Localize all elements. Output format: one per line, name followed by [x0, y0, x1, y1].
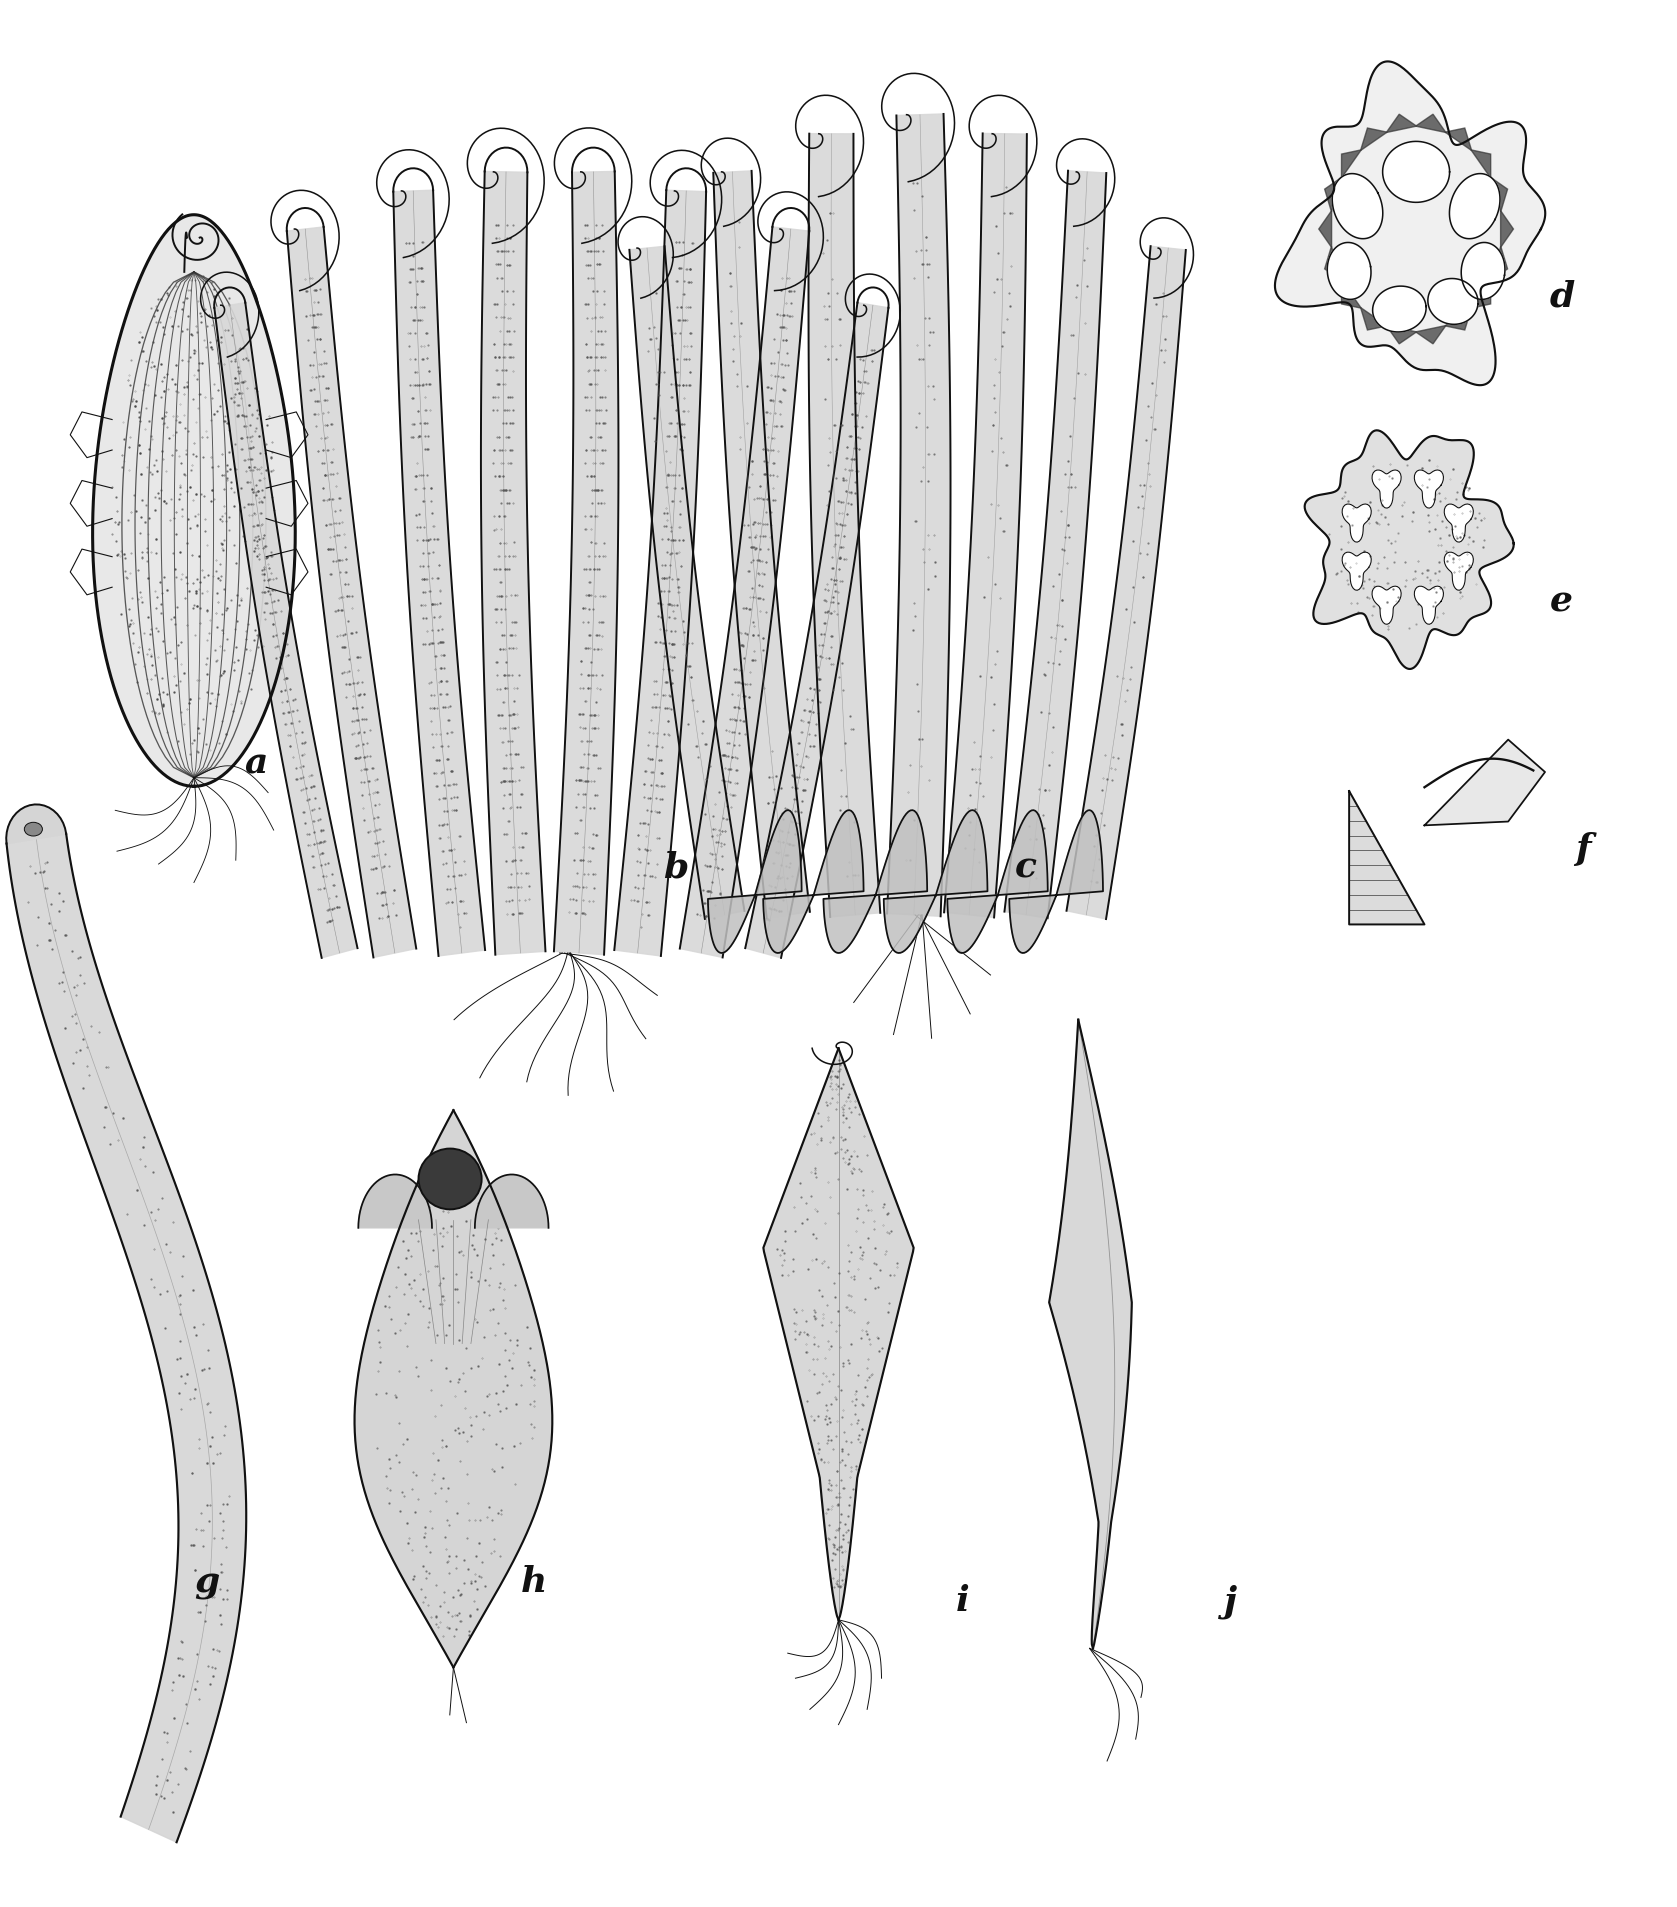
Polygon shape	[1342, 280, 1362, 309]
Ellipse shape	[419, 1150, 481, 1209]
Text: a: a	[245, 746, 268, 780]
Polygon shape	[1414, 587, 1444, 625]
Polygon shape	[359, 1175, 433, 1228]
Polygon shape	[1501, 212, 1513, 248]
Polygon shape	[481, 172, 545, 955]
Polygon shape	[948, 810, 1048, 954]
Polygon shape	[763, 1049, 914, 1619]
Polygon shape	[215, 303, 357, 959]
Polygon shape	[1446, 130, 1472, 151]
Text: i: i	[956, 1583, 969, 1617]
Polygon shape	[1415, 114, 1446, 133]
Polygon shape	[1372, 471, 1402, 509]
Text: c: c	[1015, 851, 1036, 885]
Polygon shape	[1067, 248, 1186, 919]
Text: f: f	[1575, 831, 1591, 866]
Polygon shape	[823, 810, 927, 954]
Polygon shape	[944, 133, 1026, 917]
Polygon shape	[1471, 280, 1491, 309]
Polygon shape	[1424, 740, 1545, 826]
Polygon shape	[1372, 587, 1402, 625]
Polygon shape	[1471, 151, 1491, 179]
Text: b: b	[662, 851, 688, 885]
Polygon shape	[713, 172, 810, 919]
Polygon shape	[7, 835, 247, 1842]
Polygon shape	[1342, 553, 1372, 591]
Polygon shape	[1444, 553, 1474, 591]
Polygon shape	[1360, 130, 1387, 151]
Polygon shape	[7, 805, 65, 845]
Text: j: j	[1224, 1583, 1236, 1617]
Polygon shape	[1318, 212, 1332, 248]
Polygon shape	[1446, 309, 1472, 330]
Polygon shape	[1444, 505, 1474, 543]
Polygon shape	[1387, 114, 1417, 133]
Text: d: d	[1550, 278, 1575, 313]
Polygon shape	[1387, 326, 1417, 345]
Text: h: h	[520, 1564, 547, 1598]
Ellipse shape	[25, 822, 42, 837]
Polygon shape	[1010, 810, 1103, 954]
Polygon shape	[287, 227, 416, 957]
Polygon shape	[475, 1175, 548, 1228]
Polygon shape	[887, 114, 951, 917]
Polygon shape	[1461, 244, 1504, 299]
Polygon shape	[1382, 143, 1449, 204]
Polygon shape	[1005, 172, 1107, 919]
Polygon shape	[1491, 177, 1508, 212]
Polygon shape	[354, 1110, 552, 1667]
Polygon shape	[808, 135, 880, 917]
Polygon shape	[745, 303, 889, 959]
Polygon shape	[1332, 175, 1384, 240]
Polygon shape	[1415, 326, 1446, 345]
Polygon shape	[708, 810, 802, 954]
Polygon shape	[1360, 309, 1387, 330]
Polygon shape	[394, 191, 485, 957]
Polygon shape	[1414, 471, 1444, 509]
Polygon shape	[1342, 505, 1372, 543]
Polygon shape	[679, 227, 810, 957]
Polygon shape	[629, 248, 745, 919]
Text: e: e	[1550, 584, 1573, 618]
Polygon shape	[1325, 248, 1342, 282]
Polygon shape	[1427, 278, 1477, 326]
Polygon shape	[1342, 151, 1362, 179]
Polygon shape	[1325, 177, 1342, 212]
Polygon shape	[1275, 63, 1545, 385]
Polygon shape	[1305, 431, 1514, 669]
Polygon shape	[553, 172, 619, 955]
Polygon shape	[1327, 244, 1372, 299]
Polygon shape	[884, 810, 988, 954]
Polygon shape	[92, 215, 295, 788]
Polygon shape	[1373, 286, 1425, 334]
Text: g: g	[195, 1566, 220, 1598]
Polygon shape	[1348, 791, 1424, 925]
Polygon shape	[1050, 1020, 1132, 1648]
Polygon shape	[614, 191, 706, 957]
Polygon shape	[1449, 175, 1499, 240]
Polygon shape	[1491, 248, 1508, 282]
Polygon shape	[763, 810, 864, 954]
